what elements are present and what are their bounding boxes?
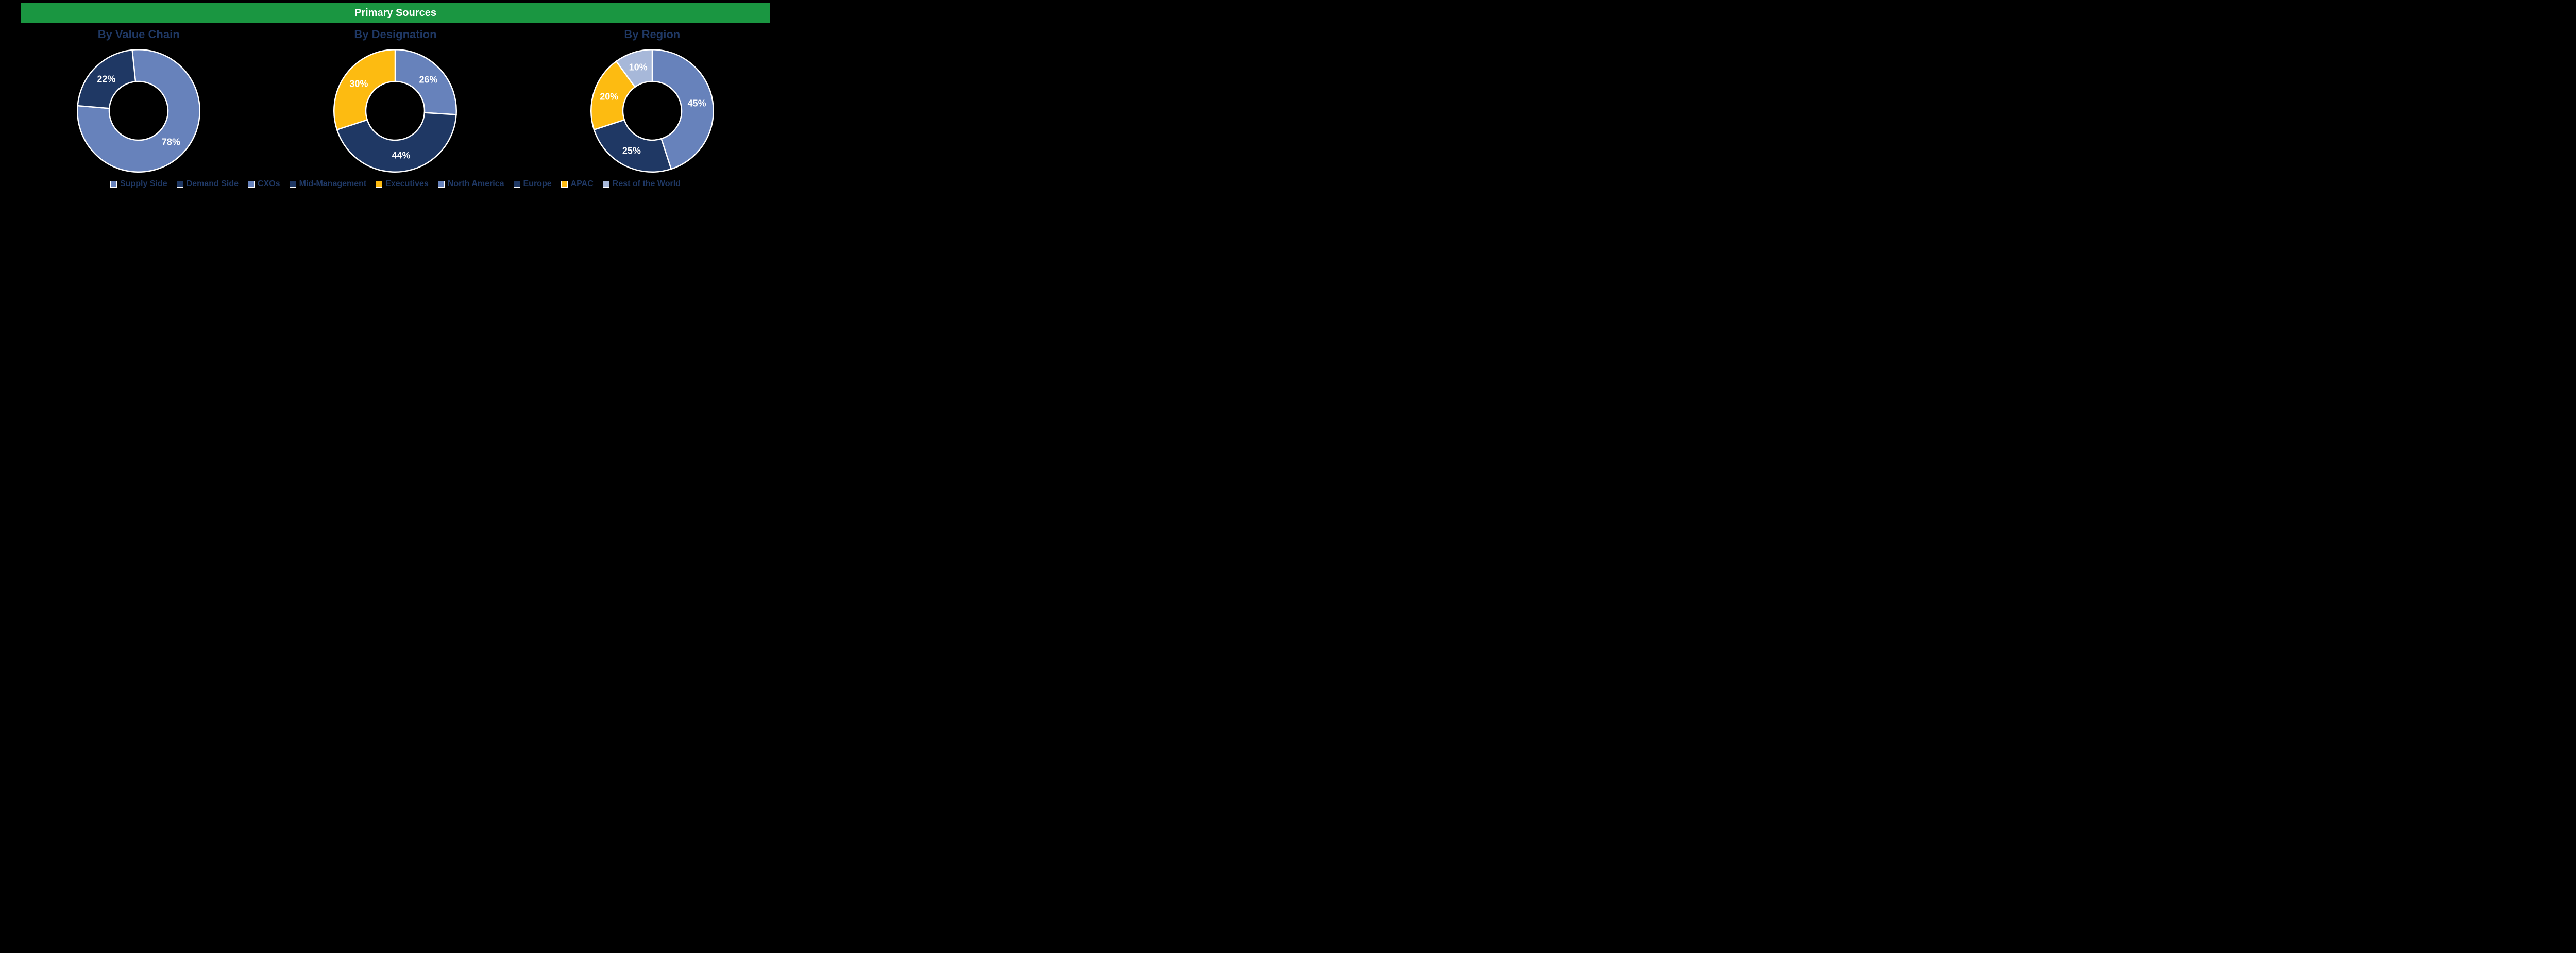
legend-swatch [603, 181, 609, 188]
legend-swatch [514, 181, 520, 188]
legend-item: APAC [561, 179, 594, 189]
slice-label: 26% [419, 74, 438, 85]
legend-item: Mid-Management [290, 179, 367, 189]
legend-group-region: North America Europe APAC Rest of the World [438, 179, 681, 189]
legend-swatch [110, 181, 117, 188]
legend-swatch [376, 181, 382, 188]
donut-region: 45% 25% 20% 10% [588, 46, 717, 175]
legend-label: Demand Side [187, 179, 239, 189]
legend-label: Europe [523, 179, 552, 189]
legend-swatch [290, 181, 296, 188]
slice-label: 45% [688, 98, 706, 109]
slice-label: 25% [622, 146, 641, 157]
legend-item: Rest of the World [603, 179, 681, 189]
legend-label: CXOs [258, 179, 280, 189]
slice-label: 22% [97, 74, 115, 85]
legend-label: Executives [385, 179, 429, 189]
chart-designation: By Designation 26% 44% 30% [267, 28, 523, 175]
header-title: Primary Sources [354, 7, 436, 19]
chart-value-chain: By Value Chain 78% 22% [10, 28, 267, 175]
legend-row: Supply Side Demand Side CXOs Mid-Management… [0, 175, 791, 196]
legend-label: North America [448, 179, 504, 189]
legend-item: North America [438, 179, 504, 189]
legend-item: Executives [376, 179, 429, 189]
legend-label: Supply Side [120, 179, 167, 189]
slice-label: 44% [392, 151, 410, 161]
legend-label: Mid-Management [299, 179, 367, 189]
slice-label: 30% [349, 79, 368, 90]
legend-label: APAC [571, 179, 594, 189]
slice-designation-2 [334, 49, 396, 129]
chart-title: By Region [624, 28, 680, 41]
legend-group-value-chain: Supply Side Demand Side [110, 179, 239, 189]
legend-swatch [248, 181, 255, 188]
donut-value-chain: 78% 22% [74, 46, 203, 175]
slice-label: 10% [629, 62, 648, 73]
charts-row: By Value Chain 78% 22% By Designation 26% 44%… [0, 23, 791, 175]
legend-item: Supply Side [110, 179, 167, 189]
header-bar: Primary Sources [21, 3, 770, 23]
chart-region: By Region 45% 25% 20% 10% [524, 28, 781, 175]
donut-designation: 26% 44% 30% [331, 46, 460, 175]
legend-item: Demand Side [177, 179, 239, 189]
legend-swatch [177, 181, 183, 188]
chart-title: By Value Chain [98, 28, 180, 41]
legend-swatch [561, 181, 568, 188]
slice-label: 78% [162, 137, 180, 148]
slice-label: 20% [600, 91, 618, 102]
legend-item: Europe [514, 179, 552, 189]
legend-item: CXOs [248, 179, 280, 189]
chart-title: By Designation [354, 28, 436, 41]
legend-label: Rest of the World [613, 179, 681, 189]
legend-swatch [438, 181, 445, 188]
legend-group-designation: CXOs Mid-Management Executives [248, 179, 429, 189]
